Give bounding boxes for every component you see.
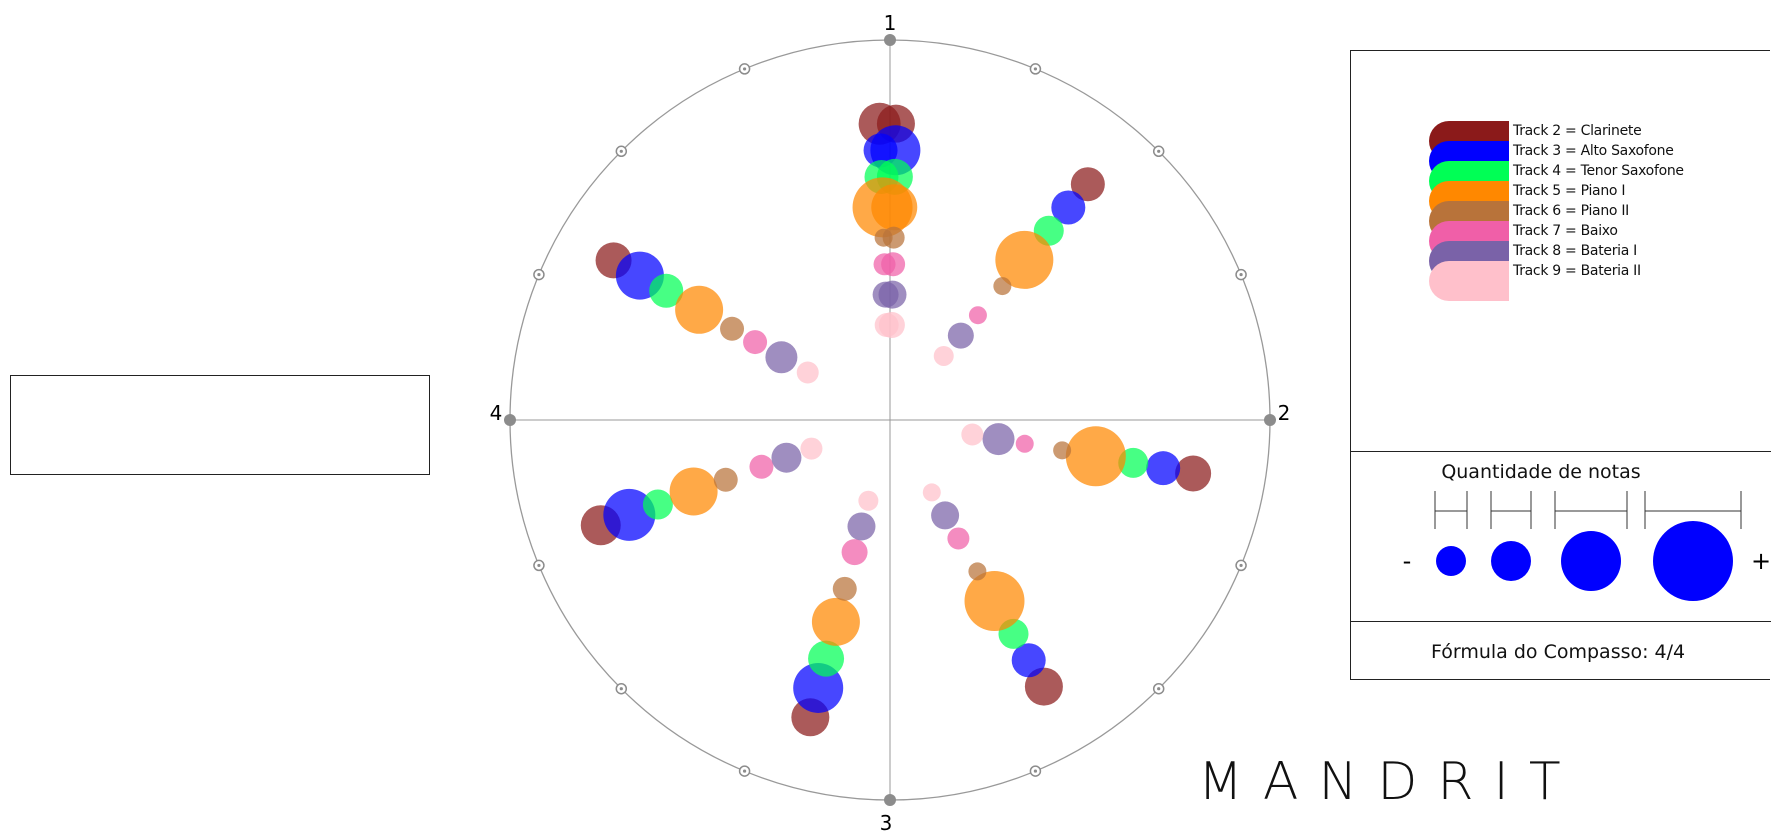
legend-swatch (1429, 261, 1509, 301)
subdivision-marker-dot (1157, 687, 1161, 691)
axis-label-bottom: 3 (880, 811, 893, 835)
note-dot-track5 (871, 184, 918, 231)
note-dot-track8 (982, 423, 1015, 456)
subdivision-marker-dot (742, 769, 747, 773)
note-dot-track9 (922, 483, 941, 502)
note-dot-track7 (749, 454, 774, 479)
note-dot-track9 (878, 312, 905, 339)
legend-label: Track 5 = Piano I (1513, 183, 1626, 199)
notes-scale: - + (1403, 491, 1771, 601)
note-dot-track7 (968, 306, 987, 325)
legend-label: Track 7 = Baixo (1513, 223, 1618, 239)
note-dot-track5 (811, 597, 860, 646)
note-dot-track6 (882, 226, 905, 249)
note-dot-track7 (841, 539, 868, 566)
legend-label: Track 8 = Bateria I (1513, 243, 1638, 259)
note-dot-track3 (1011, 643, 1046, 678)
legend-row: Track 8 = Bateria I (1429, 241, 1749, 281)
note-dot-track8 (847, 512, 876, 541)
notes-scale-title: Quantidade de notas (1441, 461, 1641, 483)
note-dot-track6 (720, 316, 745, 341)
note-dot-track5 (995, 230, 1054, 289)
note-dot-track9 (961, 423, 984, 446)
legend-row: Track 7 = Baixo (1429, 221, 1749, 261)
legend-row: Track 3 = Alto Saxofone (1429, 141, 1749, 181)
note-dot-track8 (931, 501, 960, 530)
legend-label: Track 9 = Bateria II (1513, 263, 1641, 279)
note-dot-track5 (675, 285, 724, 334)
note-dot-track7 (1015, 434, 1034, 453)
note-dot-track3 (1051, 190, 1086, 225)
axis-label-top: 1 (884, 11, 897, 35)
note-dot-track2 (1175, 455, 1212, 492)
empty-info-box (10, 375, 430, 475)
track-legend: Track 2 = Clarinete Track 3 = Alto Saxofo… (1429, 121, 1749, 301)
subdivision-marker-dot (619, 687, 623, 691)
beat-marker (884, 34, 896, 46)
note-dot-track9 (933, 345, 954, 366)
legend-row: Track 6 = Piano II (1429, 201, 1749, 241)
note-dot-track7 (743, 330, 768, 355)
note-dot-track8 (878, 280, 907, 309)
legend-panel: Track 2 = Clarinete Track 3 = Alto Saxofo… (1350, 50, 1771, 680)
note-dot-track5 (964, 570, 1025, 631)
scale-dot (1491, 541, 1531, 581)
subdivision-marker-dot (537, 272, 541, 277)
scale-dot (1436, 546, 1466, 576)
note-dot-track5 (1065, 426, 1126, 487)
note-dot-track6 (968, 562, 987, 581)
note-dot-track4 (808, 640, 845, 677)
brand-logo: MANDRIT (1198, 752, 1581, 812)
subdivision-marker-dot (619, 149, 623, 153)
subdivision-marker-dot (1239, 563, 1243, 568)
subdivision-marker-dot (1033, 769, 1038, 773)
subdivision-marker-dot (537, 563, 541, 568)
note-dot-track7 (947, 527, 970, 550)
note-dot-track8 (947, 322, 974, 349)
note-dot-track3 (603, 488, 656, 541)
note-dot-track6 (713, 467, 738, 492)
note-dot-track6 (832, 576, 857, 601)
note-dot-track9 (858, 490, 879, 511)
note-dot-track3 (1146, 451, 1181, 486)
note-dot-track8 (765, 341, 798, 374)
beat-marker (1264, 414, 1276, 426)
axis-label-right: 2 (1278, 401, 1291, 425)
scale-minus-label: - (1403, 547, 1412, 575)
note-dot-track2 (1024, 667, 1063, 706)
note-dot-track8 (771, 442, 802, 473)
legend-divider (1351, 451, 1771, 452)
legend-row: Track 2 = Clarinete (1429, 121, 1749, 161)
legend-label: Track 2 = Clarinete (1513, 123, 1642, 139)
time-signature: Fórmula do Compasso: 4/4 (1431, 641, 1686, 663)
legend-label: Track 3 = Alto Saxofone (1513, 143, 1674, 159)
note-dot-track7 (881, 252, 906, 277)
scale-dot (1561, 531, 1621, 591)
note-dot-track6 (1053, 441, 1072, 460)
note-dot-track5 (669, 467, 718, 516)
compasso-divider (1351, 621, 1771, 622)
subdivision-marker-dot (742, 67, 747, 71)
radial-chart: 1 2 3 4 (490, 11, 1291, 835)
note-dot-track4 (642, 489, 673, 520)
scale-dot (1653, 521, 1733, 601)
note-dot-track2 (1070, 167, 1105, 202)
subdivision-marker-dot (1239, 272, 1243, 277)
legend-row: Track 4 = Tenor Saxofone (1429, 161, 1749, 201)
legend-row: Track 5 = Piano I (1429, 181, 1749, 221)
legend-label: Track 4 = Tenor Saxofone (1513, 163, 1684, 179)
beat-marker (504, 414, 516, 426)
axis-label-left: 4 (490, 401, 503, 425)
beat-marker (884, 794, 896, 806)
scale-plus-label: + (1751, 547, 1771, 575)
subdivision-marker-dot (1157, 149, 1161, 153)
subdivision-marker-dot (1033, 67, 1038, 71)
note-dot-track4 (649, 273, 684, 308)
legend-label: Track 6 = Piano II (1513, 203, 1629, 219)
note-dot-track9 (796, 361, 819, 384)
legend-row: Track 9 = Bateria II (1429, 261, 1749, 301)
note-dot-track6 (993, 277, 1012, 296)
note-dot-track9 (800, 437, 823, 460)
